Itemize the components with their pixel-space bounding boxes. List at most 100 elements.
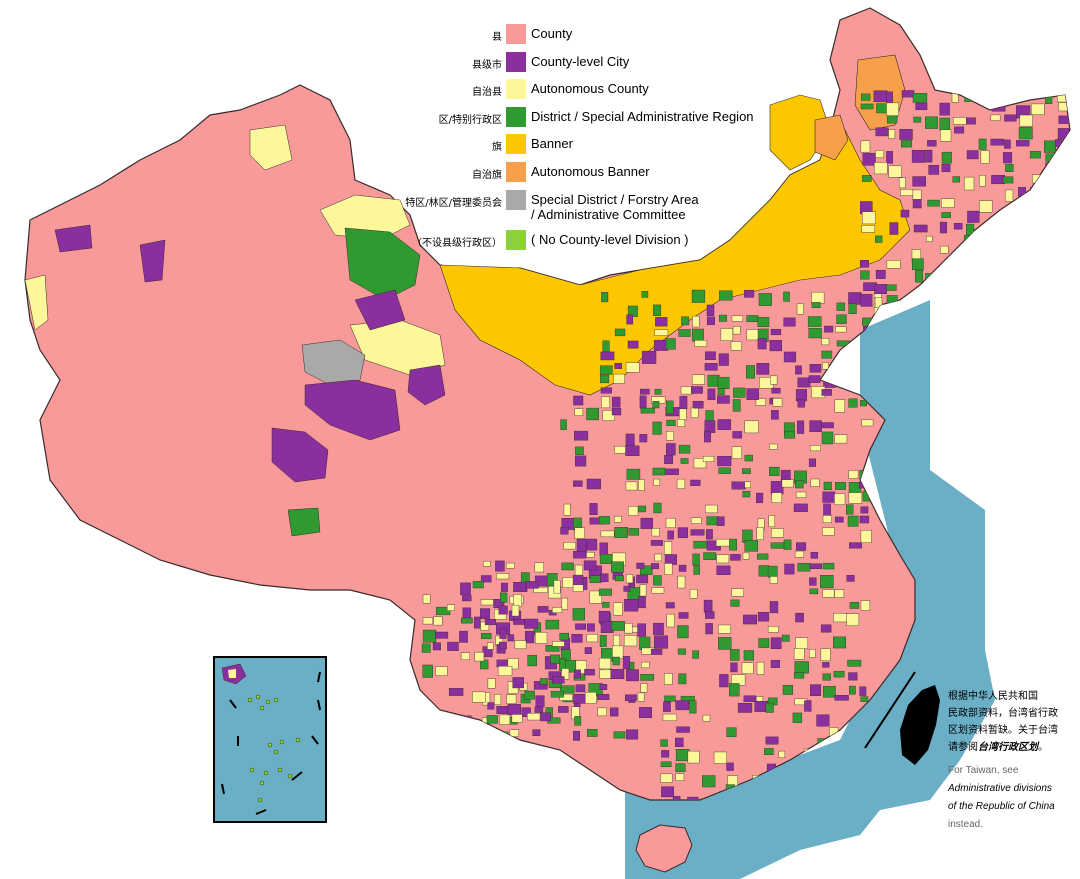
county-cell <box>717 395 730 404</box>
county-cell <box>822 673 832 681</box>
county-cell <box>743 695 756 702</box>
county-cell <box>675 773 685 781</box>
autonomous-county-area-4 <box>24 274 49 331</box>
county-cell <box>1006 247 1020 253</box>
county-cell <box>677 419 686 427</box>
county-cell <box>586 407 599 421</box>
note-en-link[interactable]: Administrative divisions <box>948 780 1066 798</box>
county-cell <box>742 552 750 560</box>
county-cell <box>862 152 876 166</box>
county-cell <box>953 294 961 301</box>
county-cell <box>446 604 455 611</box>
county-cell <box>767 565 778 578</box>
legend-item-no-county-division: （不设县级行政区） ( No County-level Division ) <box>380 230 760 252</box>
county-cell <box>521 707 531 717</box>
county-cell <box>744 454 753 462</box>
county-cell <box>744 289 755 298</box>
county-cell <box>679 395 688 410</box>
county-cell <box>713 751 727 764</box>
county-cell <box>474 652 485 662</box>
county-cell <box>499 714 511 725</box>
county-cell <box>447 641 459 651</box>
county-cell <box>912 258 924 271</box>
county-city-area-2 <box>271 427 329 483</box>
county-cell <box>820 624 832 633</box>
county-cell <box>980 150 990 164</box>
county-cell <box>498 605 508 615</box>
county-cell <box>637 623 646 637</box>
county-cell <box>822 527 835 536</box>
county-cell <box>757 317 770 328</box>
county-cell <box>602 410 615 421</box>
county-cell <box>662 713 677 721</box>
note-en-link-text[interactable]: of the Republic of China <box>948 801 1055 812</box>
county-cell <box>598 588 612 596</box>
county-cell <box>758 565 769 577</box>
county-cell <box>513 582 528 592</box>
autonomous-county-area-3 <box>249 124 293 171</box>
county-cell <box>915 102 928 111</box>
county-cell <box>610 707 619 717</box>
county-cell <box>939 221 947 234</box>
county-cell <box>487 678 496 689</box>
autonomous-banner-region-2 <box>814 114 849 161</box>
county-cell <box>927 199 940 207</box>
county-cell <box>678 673 687 685</box>
legend-label-en: Autonomous County <box>531 81 649 96</box>
county-cell <box>1058 115 1070 124</box>
legend-swatch <box>506 79 526 99</box>
county-cell <box>1056 225 1070 237</box>
county-cell <box>654 388 662 395</box>
county-cell <box>496 659 508 668</box>
county-cell <box>676 478 686 489</box>
county-cell <box>678 329 691 337</box>
county-cell <box>692 553 700 566</box>
county-cell <box>584 647 592 654</box>
county-cell <box>640 565 653 575</box>
county-cell <box>718 637 732 650</box>
county-cell <box>575 684 586 693</box>
county-cell <box>586 478 601 490</box>
legend-item-county-level-city: 县级市 County-level City <box>380 52 760 74</box>
county-cell <box>742 468 751 474</box>
county-cell <box>653 622 664 635</box>
county-cell <box>553 580 561 594</box>
legend-swatch <box>506 24 526 44</box>
county-cell <box>480 575 492 583</box>
county-cell <box>990 295 1001 306</box>
county-cell <box>1019 114 1033 127</box>
county-cell <box>940 245 949 254</box>
county-cell <box>587 623 595 632</box>
county-cell <box>665 517 676 528</box>
county-cell <box>833 670 845 678</box>
note-en-link[interactable]: of the Republic of China <box>948 798 1066 816</box>
county-cell <box>860 696 869 702</box>
note-en-link-text[interactable]: Administrative divisions <box>948 783 1052 794</box>
county-cell <box>847 515 859 527</box>
taiwan-note-en: For Taiwan, see Administrative divisions… <box>948 762 1066 834</box>
county-cell <box>757 612 770 622</box>
county-cell <box>746 365 755 379</box>
county-cell <box>613 602 623 616</box>
county-cell <box>1018 212 1030 220</box>
county-cell <box>718 353 729 366</box>
county-cell <box>623 635 638 647</box>
note-zh-link[interactable]: 台湾行政区划 <box>978 742 1038 753</box>
county-cell <box>679 408 687 421</box>
county-cell <box>500 582 508 592</box>
county-cell <box>513 594 522 607</box>
county-cell <box>716 554 730 564</box>
county-cell <box>732 326 741 335</box>
county-cell <box>422 617 434 625</box>
county-cell <box>809 420 822 433</box>
county-cell <box>601 292 609 303</box>
county-cell <box>874 284 887 295</box>
county-cell <box>611 408 622 416</box>
county-cell <box>524 690 535 700</box>
county-cell <box>913 224 928 233</box>
county-cell <box>954 126 965 134</box>
county-cell <box>666 431 674 441</box>
county-cell <box>638 505 646 513</box>
note-zh-text: 。 <box>1038 742 1048 753</box>
county-cell <box>626 468 641 480</box>
